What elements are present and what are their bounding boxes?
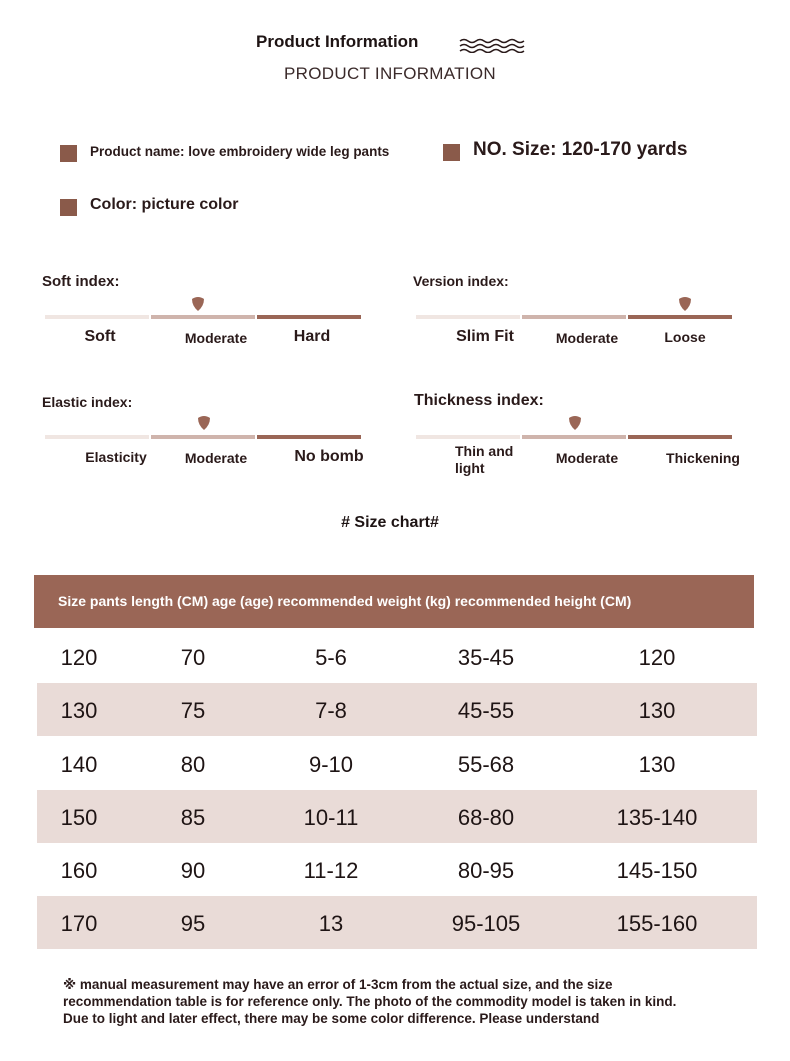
page-subtitle: PRODUCT INFORMATION — [284, 64, 496, 83]
elastic-option-moderate: Moderate — [184, 450, 248, 466]
version-index-bar-1 — [416, 315, 520, 319]
table-cell: 140 — [60, 752, 98, 777]
table-cell: 130 — [60, 698, 98, 723]
table-cell: 130 — [638, 698, 676, 723]
table-cell: 135-140 — [616, 805, 698, 830]
table-cell: 160 — [60, 858, 98, 883]
table-cell: 170 — [60, 911, 98, 936]
soft-option-moderate: Moderate — [184, 330, 248, 346]
table-row: 130 75 7-8 45-55 130 — [37, 683, 757, 736]
table-cell: 13 — [318, 911, 344, 936]
table-cell: 145-150 — [616, 858, 698, 883]
thickness-index-marker-icon — [569, 416, 581, 430]
table-cell: 130 — [638, 752, 676, 777]
table-row: 150 85 10-11 68-80 135-140 — [37, 790, 757, 843]
table-row: 120 70 5-6 35-45 120 — [37, 630, 757, 683]
bullet-square-icon — [443, 144, 460, 161]
table-cell: 95-105 — [451, 911, 521, 936]
version-index-bar-3 — [628, 315, 732, 319]
thickness-index-bar-1 — [416, 435, 520, 439]
size-chart-title: # Size chart# — [341, 514, 439, 531]
soft-index-marker-icon — [192, 297, 204, 311]
table-cell: 11-12 — [303, 858, 359, 883]
thickness-option-thickening: Thickening — [666, 450, 740, 466]
product-size: NO. Size: 120-170 yards — [473, 139, 688, 160]
table-cell: 90 — [180, 858, 206, 883]
table-cell: 5-6 — [315, 645, 347, 670]
version-option-loose: Loose — [664, 329, 706, 345]
version-index-label: Version index: — [413, 273, 509, 289]
version-index-bar-2 — [522, 315, 626, 319]
table-cell: 155-160 — [616, 911, 698, 936]
elastic-index-bar-2 — [151, 435, 255, 439]
wave-decoration-icon — [459, 38, 525, 53]
table-cell: 35-45 — [457, 645, 515, 670]
table-cell: 75 — [180, 698, 206, 723]
elastic-index-bar-3 — [257, 435, 361, 439]
page-title: Product Information — [256, 32, 419, 51]
elastic-option-no-bomb: No bomb — [294, 448, 364, 465]
soft-index-bar-3 — [257, 315, 361, 319]
elastic-index-marker-icon — [198, 416, 210, 430]
soft-option-soft: Soft — [84, 328, 116, 345]
table-cell: 85 — [180, 805, 206, 830]
table-cell: 45-55 — [457, 698, 515, 723]
table-row: 140 80 9-10 55-68 130 — [37, 737, 757, 790]
product-name: Product name: love embroidery wide leg p… — [90, 144, 390, 159]
thickness-option-thin-and-light: Thin and light — [455, 443, 514, 476]
size-chart-header: Size pants length (CM) age (age) recomme… — [34, 575, 754, 628]
elastic-index-label: Elastic index: — [42, 394, 133, 410]
table-cell: 80 — [180, 752, 206, 777]
thickness-option-moderate: Moderate — [555, 450, 619, 466]
footnote-line-1: ※ manual measurement may have an error o… — [63, 977, 613, 992]
product-color: Color: picture color — [90, 196, 239, 213]
soft-option-hard: Hard — [293, 328, 331, 345]
bullet-square-icon — [60, 145, 77, 162]
elastic-option-elasticity: Elasticity — [85, 449, 147, 465]
footnote-line-3: Due to light and later effect, there may… — [63, 1011, 600, 1026]
table-cell: 95 — [180, 911, 206, 936]
table-cell: 70 — [180, 645, 206, 670]
table-cell: 80-95 — [457, 858, 515, 883]
thickness-index-label: Thickness index: — [414, 392, 544, 409]
table-cell: 150 — [60, 805, 98, 830]
table-cell: 7-8 — [315, 698, 347, 723]
thickness-index-bar-3 — [628, 435, 732, 439]
table-cell: 120 — [60, 645, 98, 670]
table-cell: 55-68 — [457, 752, 515, 777]
footnote-line-2: recommendation table is for reference on… — [63, 994, 677, 1009]
elastic-index-bar-1 — [45, 435, 149, 439]
version-index-marker-icon — [679, 297, 691, 311]
table-cell: 10-11 — [303, 805, 359, 830]
thickness-index-bar-2 — [522, 435, 626, 439]
soft-index-bar-2 — [151, 315, 255, 319]
bullet-square-icon — [60, 199, 77, 216]
table-row: 160 90 11-12 80-95 145-150 — [37, 843, 757, 896]
version-option-slim-fit: Slim Fit — [456, 328, 514, 345]
version-option-moderate: Moderate — [555, 330, 619, 346]
table-cell: 120 — [638, 645, 676, 670]
table-cell: 68-80 — [457, 805, 515, 830]
soft-index-bar-1 — [45, 315, 149, 319]
size-chart-header-text: Size pants length (CM) age (age) recomme… — [58, 593, 632, 609]
soft-index-label: Soft index: — [42, 273, 120, 290]
footnote: ※ manual measurement may have an error o… — [63, 976, 753, 1027]
table-row: 170 95 13 95-105 155-160 — [37, 896, 757, 949]
table-cell: 9-10 — [308, 752, 354, 777]
